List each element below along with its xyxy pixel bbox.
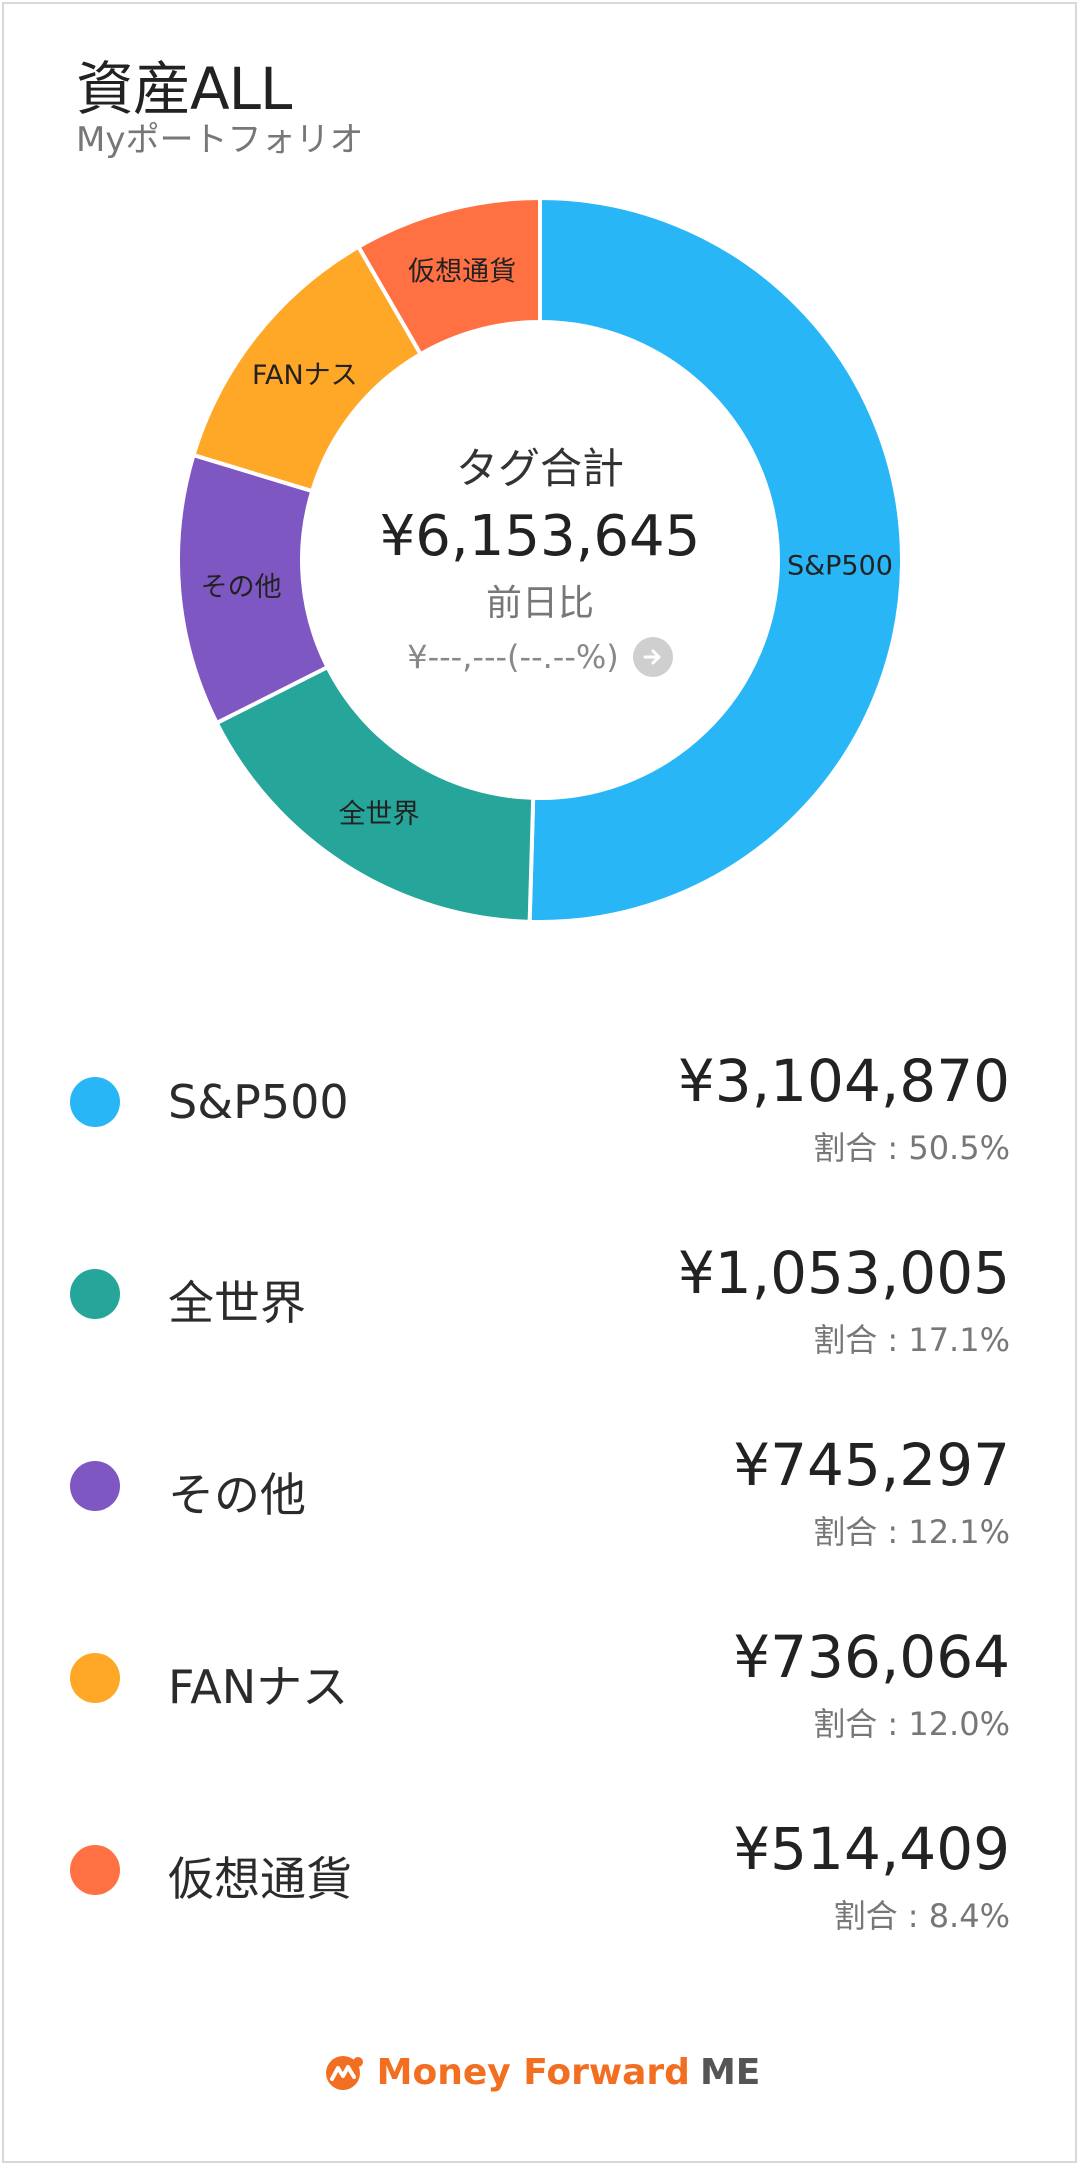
page-subtitle: Myポートフォリオ: [76, 120, 364, 160]
brand-suffix: ME: [699, 2052, 761, 2093]
legend-value: ¥736,064: [733, 1623, 1010, 1691]
arrow-right-circle-icon[interactable]: [632, 637, 673, 677]
legend-ratio: 割合 : 8.4%: [833, 1897, 1010, 1935]
change-row[interactable]: ¥---,---(--.--%): [340, 632, 740, 682]
total-value: ¥6,153,645: [379, 504, 701, 569]
legend-row[interactable]: FANナス ¥736,064 割合 : 12.0%: [0, 1621, 1083, 1771]
change-value: ¥---,---(--.--%): [407, 638, 619, 676]
legend-value: ¥3,104,870: [677, 1047, 1010, 1115]
legend-ratio: 割合 : 17.1%: [813, 1321, 1010, 1359]
brand-footer: Money Forward ME: [0, 2052, 1083, 2093]
legend-row[interactable]: S&P500 ¥3,104,870 割合 : 50.5%: [0, 1045, 1083, 1195]
donut-slice-label: 仮想通貨: [408, 256, 516, 287]
brand-name: Money Forward: [376, 2052, 690, 2093]
donut-slice-label: その他: [201, 572, 282, 603]
total-label: タグ合計: [455, 444, 624, 493]
legend-name: S&P500: [168, 1075, 349, 1129]
legend-value: ¥745,297: [733, 1431, 1010, 1499]
legend-ratio: 割合 : 50.5%: [813, 1129, 1010, 1167]
legend-color-dot: [70, 1461, 120, 1511]
legend-row[interactable]: 仮想通貨 ¥514,409 割合 : 8.4%: [0, 1813, 1083, 1963]
donut-slice-label: S&P500: [787, 550, 893, 581]
legend-row[interactable]: その他 ¥745,297 割合 : 12.1%: [0, 1429, 1083, 1579]
donut-slice-2[interactable]: [214, 664, 536, 924]
legend-row[interactable]: 全世界 ¥1,053,005 割合 : 17.1%: [0, 1237, 1083, 1387]
legend-value: ¥514,409: [733, 1815, 1010, 1883]
legend-name: その他: [168, 1468, 306, 1522]
donut-slice-5[interactable]: [355, 195, 542, 357]
page-title: 資産ALL: [76, 55, 292, 123]
legend-name: FANナス: [168, 1660, 349, 1714]
donut-slice-label: FANナス: [252, 360, 358, 391]
legend-value: ¥1,053,005: [677, 1239, 1010, 1307]
compare-label: 前日比: [485, 583, 594, 624]
donut-slice-1[interactable]: [527, 195, 904, 924]
chart-center-summary: タグ合計 ¥6,153,645 前日比 ¥---,---(--.--%): [340, 440, 740, 682]
donut-slice-label: 全世界: [339, 799, 420, 830]
legend-color-dot: [70, 1269, 120, 1319]
legend-name: 全世界: [168, 1276, 306, 1330]
donut-chart: S&P500 全世界 その他 FANナス 仮想通貨: [176, 195, 904, 924]
legend-ratio: 割合 : 12.0%: [813, 1705, 1010, 1743]
legend-color-dot: [70, 1845, 120, 1895]
legend-name: 仮想通貨: [168, 1852, 352, 1906]
legend-color-dot: [70, 1077, 120, 1127]
legend-ratio: 割合 : 12.1%: [813, 1513, 1010, 1551]
money-forward-logo-icon: [325, 2055, 363, 2090]
legend-color-dot: [70, 1653, 120, 1703]
